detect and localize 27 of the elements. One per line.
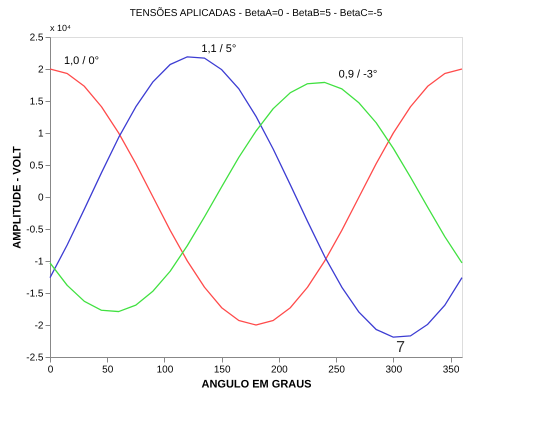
y-tick-label: 1 (38, 128, 44, 140)
y-tick-label: -1.5 (26, 288, 44, 300)
y-tick-label: 1.5 (30, 96, 44, 108)
x-tick-label: 250 (328, 364, 346, 376)
x-tick-label: 0 (48, 364, 54, 376)
x-tick-label: 300 (385, 364, 403, 376)
y-tick-label: -1 (34, 256, 44, 268)
y-tick-label: -2 (34, 320, 44, 332)
series-label: 1,1 / 5° (201, 42, 236, 55)
x-tick-label: 50 (102, 364, 114, 376)
y-tick-label: -2.5 (26, 352, 44, 364)
y-tick-label: 2.5 (30, 32, 44, 44)
series-label: 1,0 / 0° (64, 55, 99, 67)
y-tick-label: 2 (38, 64, 44, 76)
y-tick-label: 0.5 (30, 160, 44, 172)
x-tick-label: 200 (271, 364, 288, 376)
annotation: 7 (396, 339, 406, 356)
chart-title: TENSÕES APLICADAS - BetaA=0 - BetaB=5 - BetaC=-5 (130, 7, 383, 19)
y-tick-label: 0 (38, 192, 44, 204)
x-tick-label: 150 (214, 364, 231, 376)
text: x 10⁴ (50, 23, 72, 33)
series-label: 0,9 / -3° (338, 68, 378, 80)
y-axis-title: AMPLITUDE - VOLT (11, 146, 24, 249)
x-tick-label: 100 (156, 364, 174, 376)
x-axis-title: ANGULO EM GRAUS (202, 378, 312, 390)
y-tick-label: -0.5 (26, 224, 44, 236)
x-tick-label: 350 (442, 364, 460, 376)
